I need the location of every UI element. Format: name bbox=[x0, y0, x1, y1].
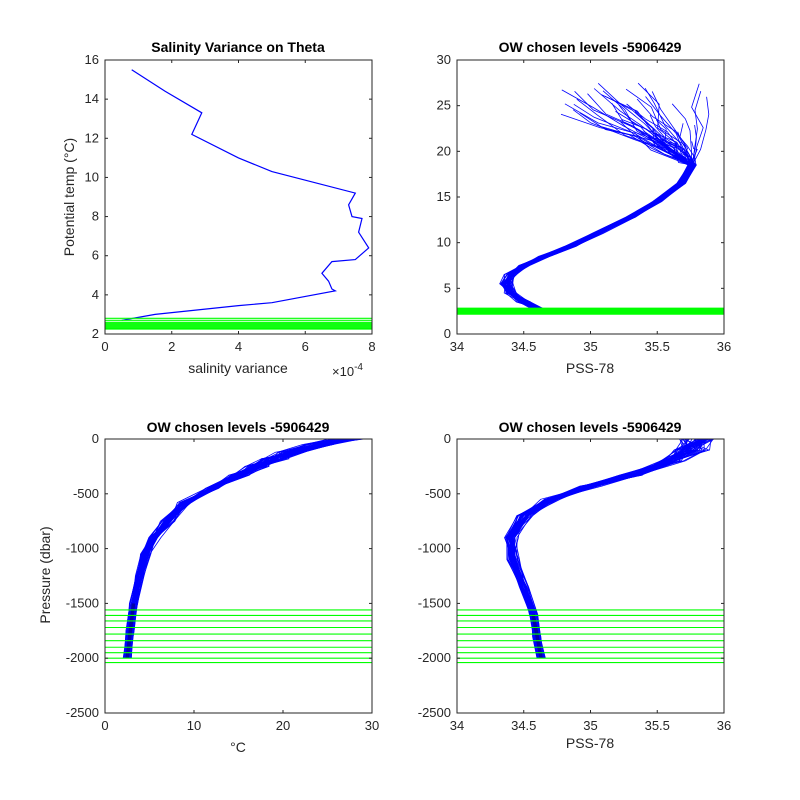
panel-3-data bbox=[105, 439, 372, 664]
panel-1-x-multiplier: ×10-4 bbox=[332, 362, 363, 379]
panel-salinity-variance: Salinity Variance on Theta 0 2 4 6 824681012… bbox=[61, 39, 376, 379]
panel-4-profile-line bbox=[509, 439, 700, 659]
panel-4-deep-profile-cluster bbox=[531, 614, 543, 659]
panel-2-plot-area: 34 34.5 35 35.5 36 0 5 10 15 20 25 30 bbox=[437, 52, 732, 354]
panel-2-x-tick-label: 34 bbox=[450, 339, 464, 354]
panel-2-profile-line bbox=[506, 89, 696, 309]
panel-4-y-tick-label: -1000 bbox=[418, 541, 451, 556]
panel-2-profile-line bbox=[504, 88, 692, 309]
panel-4-x-tick-label: 34.5 bbox=[511, 718, 536, 733]
panel-4-y-tick-label: -500 bbox=[425, 486, 451, 501]
panel-2-data bbox=[457, 82, 724, 315]
panel-4-profile-line bbox=[509, 439, 715, 659]
panel-theta-salinity: OW chosen levels -5906429 34 34.5 35 35.5 36… bbox=[437, 39, 732, 376]
panel-3-y-tick-label: -500 bbox=[73, 486, 99, 501]
panel-1-x-tick-label: 2 bbox=[168, 339, 175, 354]
panel-3-x-tick-label: 10 bbox=[187, 718, 201, 733]
panel-2-y-tick-label: 25 bbox=[437, 98, 451, 113]
panel-2-xlabel: PSS-78 bbox=[566, 360, 614, 376]
panel-2-y-tick-label: 10 bbox=[437, 235, 451, 250]
panel-3-plot-area: 0 10 20 30 -2500 -2000 -1500 -1000 -500 0 bbox=[66, 431, 379, 733]
panel-3-deep-profile-cluster bbox=[125, 603, 136, 659]
panel-1-y-tick-label: 12 bbox=[85, 130, 99, 145]
panel-4-y-tick-label: -2500 bbox=[418, 705, 451, 720]
panel-2-y-tick-label: 15 bbox=[437, 189, 451, 204]
panel-2-y-tick-label: 0 bbox=[444, 326, 451, 341]
panel-3-y-tick-label: -1000 bbox=[66, 541, 99, 556]
panel-2-x-tick-label: 35.5 bbox=[645, 339, 670, 354]
panel-1-x-multiplier-base: ×10 bbox=[332, 364, 354, 379]
panel-3-axis-box bbox=[104, 438, 373, 714]
panel-2-y-tick-label: 5 bbox=[444, 280, 451, 295]
panel-3-x-tick-label: 20 bbox=[276, 718, 290, 733]
panel-1-title: Salinity Variance on Theta bbox=[151, 39, 325, 55]
panel-4-profile-line bbox=[508, 439, 706, 659]
panel-3-y-tick-label: 0 bbox=[92, 431, 99, 446]
panel-4-plot-area: 34 34.5 35 35.5 36 -2500 -2000 -1500 -1000 -500 0 bbox=[418, 431, 731, 733]
panel-4-x-tick-label: 35.5 bbox=[645, 718, 670, 733]
panel-4-xlabel: PSS-78 bbox=[566, 735, 614, 751]
panel-4-y-tick-label: -1500 bbox=[418, 595, 451, 610]
panel-2-x-tick-label: 35 bbox=[583, 339, 597, 354]
panel-2-title: OW chosen levels -5906429 bbox=[499, 39, 682, 55]
panel-1-y-tick-label: 4 bbox=[92, 287, 99, 302]
panel-4-x-tick-label: 35 bbox=[583, 718, 597, 733]
panel-1-x-tick-label: 8 bbox=[368, 339, 375, 354]
panel-2-y-tick-label: 20 bbox=[437, 143, 451, 158]
panel-3-y-tick-label: -2000 bbox=[66, 650, 99, 665]
panel-2-x-tick-label: 36 bbox=[717, 339, 731, 354]
panel-1-y-tick-label: 6 bbox=[92, 248, 99, 263]
panel-4-x-tick-label: 34 bbox=[450, 718, 464, 733]
panel-1-x-multiplier-exp: -4 bbox=[354, 362, 363, 373]
panel-4-x-tick-label: 36 bbox=[717, 718, 731, 733]
panel-3-x-tick-label: 0 bbox=[101, 718, 108, 733]
panel-1-y-tick-label: 2 bbox=[92, 326, 99, 341]
panel-3-y-tick-label: -2500 bbox=[66, 705, 99, 720]
panel-1-y-tick-label: 8 bbox=[92, 209, 99, 224]
panel-3-xlabel: °C bbox=[230, 739, 246, 755]
panel-1-y-tick-label: 16 bbox=[85, 52, 99, 67]
panel-1-ylabel: Potential temp (°C) bbox=[61, 138, 77, 256]
panel-3-y-tick-label: -1500 bbox=[66, 595, 99, 610]
panel-pressure-temperature: OW chosen levels -5906429 0 10 20 30 -2500 -2… bbox=[37, 419, 379, 755]
panel-1-y-tick-label: 14 bbox=[85, 91, 99, 106]
panel-1-x-tick-label: 4 bbox=[235, 339, 242, 354]
panel-1-y-tick-label: 10 bbox=[85, 169, 99, 184]
panel-2-x-tick-label: 34.5 bbox=[511, 339, 536, 354]
panel-3-x-tick-label: 30 bbox=[365, 718, 379, 733]
panel-1-x-tick-label: 6 bbox=[302, 339, 309, 354]
panel-4-y-tick-label: -2000 bbox=[418, 650, 451, 665]
panel-3-title: OW chosen levels -5906429 bbox=[147, 419, 330, 435]
panel-2-profile-line bbox=[507, 141, 698, 309]
panel-1-xlabel: salinity variance bbox=[188, 360, 288, 376]
panel-3-profile-line bbox=[128, 439, 347, 659]
panel-1-x-tick-label: 0 bbox=[101, 339, 108, 354]
panel-3-ylabel: Pressure (dbar) bbox=[37, 526, 53, 623]
panel-4-profile-line bbox=[507, 439, 690, 659]
panel-2-profile-line bbox=[509, 113, 694, 309]
panel-4-y-tick-label: 0 bbox=[444, 431, 451, 446]
panel-pressure-salinity: OW chosen levels -5906429 34 34.5 35 35.5 36… bbox=[418, 419, 731, 751]
panel-1-data bbox=[105, 69, 372, 330]
panel-1-series-line bbox=[121, 69, 370, 321]
panel-4-data bbox=[457, 439, 724, 664]
panel-2-y-tick-label: 30 bbox=[437, 52, 451, 67]
panel-4-title: OW chosen levels -5906429 bbox=[499, 419, 682, 435]
